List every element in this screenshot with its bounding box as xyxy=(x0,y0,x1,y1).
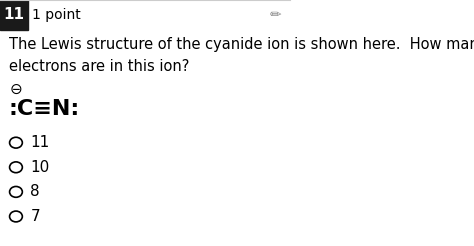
Text: ✏: ✏ xyxy=(270,8,282,22)
Text: 10: 10 xyxy=(30,160,50,175)
Text: The Lewis structure of the cyanide ion is shown here.  How many valence: The Lewis structure of the cyanide ion i… xyxy=(9,37,474,52)
FancyBboxPatch shape xyxy=(0,0,27,30)
Text: 11: 11 xyxy=(3,7,24,22)
Text: ⊖: ⊖ xyxy=(9,82,22,96)
Text: 7: 7 xyxy=(30,209,40,224)
Text: 1 point: 1 point xyxy=(32,8,81,22)
Text: 8: 8 xyxy=(30,184,40,199)
Text: electrons are in this ion?: electrons are in this ion? xyxy=(9,59,189,74)
Text: :C≡N:: :C≡N: xyxy=(9,99,80,120)
Text: 11: 11 xyxy=(30,135,50,150)
